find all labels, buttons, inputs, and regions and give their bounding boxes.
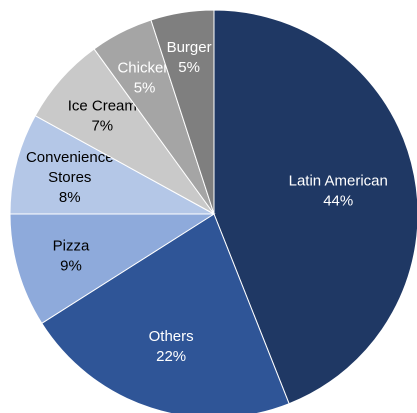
pie-slice-convenience-stores (9, 115, 215, 215)
slice-category-label: Others (149, 328, 194, 345)
slice-category-label: Chicken (117, 60, 171, 77)
slice-category-label: Pizza (53, 238, 90, 255)
slice-category-label: Convenience (26, 149, 114, 166)
slice-label-others: Others 22% (149, 328, 194, 365)
slice-value-label: 8% (59, 189, 81, 206)
slice-label-chicken: Chicken 5% (117, 60, 171, 97)
slice-label-ice-cream: Ice Cream 7% (68, 98, 137, 135)
slice-category-label: Stores (48, 169, 91, 186)
pie-slice-latin-american (213, 9, 417, 405)
pie-slice-pizza (9, 213, 216, 324)
slice-label-convenience-stores: Convenience Stores 8% (26, 149, 114, 206)
slice-value-label: 22% (156, 348, 186, 365)
slice-category-label: Ice Cream (68, 98, 137, 115)
slice-value-label: 5% (178, 59, 200, 76)
slice-value-label: 9% (60, 258, 82, 275)
slice-label-pizza: Pizza 9% (53, 238, 90, 275)
pie-slice-burger (150, 9, 215, 215)
slice-value-label: 44% (323, 192, 353, 209)
slice-label-burger: Burger 5% (167, 39, 212, 76)
slice-category-label: Burger (167, 39, 212, 56)
slice-label-latin-american: Latin American 44% (289, 172, 388, 209)
slice-value-label: 7% (91, 118, 113, 135)
slice-value-label: 5% (134, 80, 156, 97)
slice-category-label: Latin American (289, 172, 388, 189)
